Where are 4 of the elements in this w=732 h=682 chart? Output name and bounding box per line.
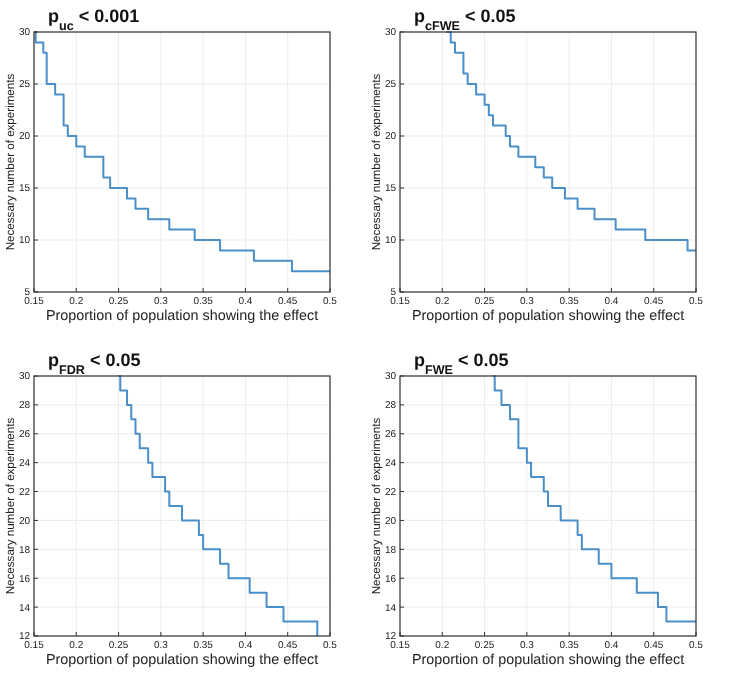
- chart-title: p$_{cFWE}$ < 0.05: [414, 6, 516, 33]
- chart-title: p$_{FWE}$ < 0.05: [414, 350, 509, 377]
- chart-title: p$_{FDR}$ < 0.05: [48, 350, 141, 377]
- chart-title: p$_{uc}$ < 0.001: [48, 6, 140, 33]
